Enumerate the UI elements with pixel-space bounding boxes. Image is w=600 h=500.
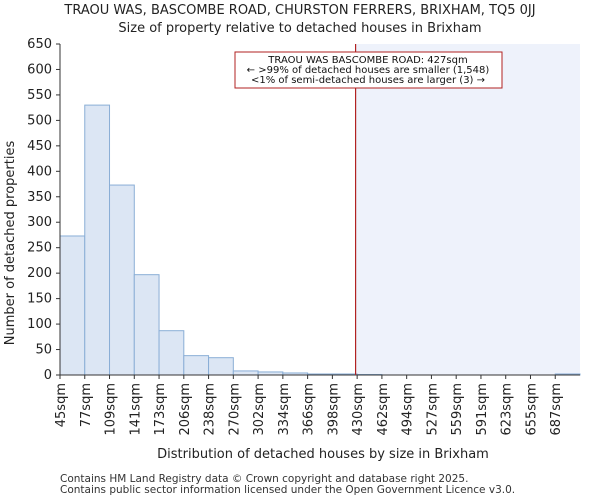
x-tick-label: 270sqm (227, 383, 242, 436)
histogram-bar (208, 357, 234, 376)
x-tick-label: 591sqm (475, 383, 490, 436)
annotation-line-1: TRAOU WAS BASCOMBE ROAD: 427sqm (267, 55, 467, 66)
histogram-bar (158, 330, 185, 376)
y-axis-title: Number of detached properties (3, 141, 18, 346)
chart-subtitle: Size of property relative to detached ho… (118, 21, 482, 36)
x-tick-label: 109sqm (104, 383, 119, 436)
x-tick-label: 141sqm (128, 383, 143, 436)
chart-title: TRAOU WAS, BASCOMBE ROAD, CHURSTON FERRE… (64, 3, 536, 18)
x-tick-label: 462sqm (376, 383, 391, 436)
x-tick-label: 655sqm (524, 383, 539, 436)
x-tick-label: 302sqm (252, 383, 267, 436)
x-tick-label: 173sqm (153, 383, 168, 436)
x-tick-label: 206sqm (178, 383, 193, 436)
x-tick-label: 238sqm (203, 383, 218, 436)
annotation-line-3: <1% of semi-detached houses are larger (… (251, 75, 485, 86)
y-tick-label: 500 (27, 113, 52, 128)
x-tick-label: 430sqm (351, 383, 366, 436)
y-tick-label: 150 (27, 292, 52, 307)
x-tick-label: 45sqm (54, 383, 69, 427)
y-tick-label: 0 (44, 368, 52, 383)
y-tick-label: 650 (27, 37, 52, 52)
y-tick-label: 50 (35, 343, 52, 358)
x-tick-label: 366sqm (302, 383, 317, 436)
y-tick-label: 350 (27, 190, 52, 205)
x-tick-label: 623sqm (500, 383, 515, 436)
histogram-bar (183, 355, 210, 376)
y-tick-label: 100 (27, 317, 52, 332)
y-tick-label: 550 (27, 88, 52, 103)
y-tick-label: 250 (27, 241, 52, 256)
histogram-bar (109, 184, 135, 376)
x-tick-label: 687sqm (549, 383, 564, 436)
x-tick-label: 77sqm (79, 383, 94, 427)
histogram-bar (133, 274, 160, 376)
x-tick-label: 398sqm (326, 383, 341, 436)
y-tick-label: 300 (27, 215, 52, 230)
larger-region-shade (355, 44, 580, 375)
y-tick-label: 400 (27, 164, 52, 179)
x-tick-label: 334sqm (277, 383, 292, 436)
histogram-bar (59, 235, 86, 376)
x-tick-label: 559sqm (450, 383, 465, 436)
footer-line-2: Contains public sector information licen… (60, 484, 516, 496)
x-tick-label: 494sqm (401, 383, 416, 436)
footer-line-1: Contains HM Land Registry data © Crown c… (60, 473, 469, 485)
y-tick-label: 450 (27, 139, 52, 154)
annotation-line-2: ← >99% of detached houses are smaller (1… (247, 65, 490, 76)
x-tick-label: 527sqm (425, 383, 440, 436)
annotation-box (234, 51, 503, 89)
y-tick-label: 600 (27, 62, 52, 77)
histogram-bar (232, 370, 259, 376)
x-axis-title: Distribution of detached houses by size … (157, 447, 489, 462)
histogram-bar (84, 104, 111, 376)
y-tick-label: 200 (27, 266, 52, 281)
